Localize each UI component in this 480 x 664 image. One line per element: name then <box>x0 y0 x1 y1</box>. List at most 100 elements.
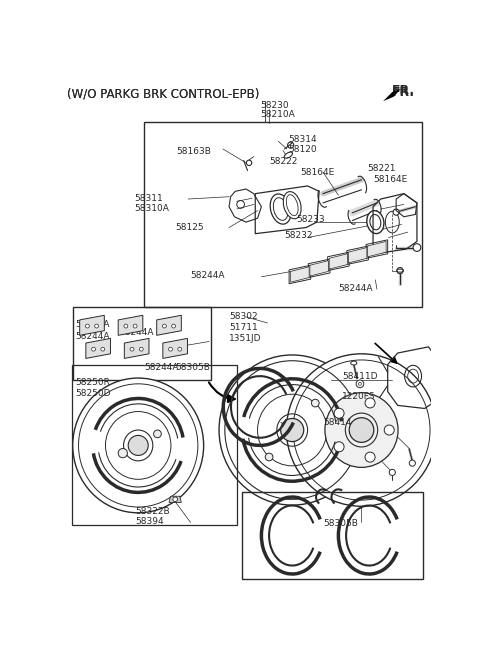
Text: 58411D: 58411D <box>342 373 378 381</box>
Circle shape <box>281 418 304 442</box>
Ellipse shape <box>270 194 291 224</box>
Circle shape <box>95 324 98 328</box>
Circle shape <box>313 266 317 270</box>
Ellipse shape <box>73 378 204 513</box>
Circle shape <box>365 452 375 462</box>
Polygon shape <box>169 496 181 503</box>
Bar <box>73 307 211 380</box>
Text: 58394: 58394 <box>135 517 164 526</box>
Text: 58305B: 58305B <box>175 363 210 372</box>
Text: 1351JD: 1351JD <box>229 334 262 343</box>
Polygon shape <box>156 315 181 335</box>
Circle shape <box>321 266 325 270</box>
Circle shape <box>294 272 298 276</box>
Text: 58221: 58221 <box>368 165 396 173</box>
Text: 58244A: 58244A <box>144 363 179 372</box>
Circle shape <box>352 253 356 257</box>
Text: 58233: 58233 <box>296 215 324 224</box>
Bar <box>242 491 423 578</box>
Text: 58120: 58120 <box>288 145 317 154</box>
Ellipse shape <box>325 392 398 467</box>
Text: 58414: 58414 <box>323 418 351 428</box>
Circle shape <box>312 399 319 407</box>
Polygon shape <box>124 339 149 359</box>
Circle shape <box>334 408 344 418</box>
Text: 58250D: 58250D <box>75 389 110 398</box>
Circle shape <box>393 209 399 215</box>
Circle shape <box>265 453 273 461</box>
Text: 58302: 58302 <box>229 312 258 321</box>
Text: FR.: FR. <box>392 86 415 99</box>
Circle shape <box>384 425 394 435</box>
Ellipse shape <box>283 192 301 218</box>
Text: 58250R: 58250R <box>75 378 110 387</box>
Polygon shape <box>368 242 386 257</box>
Text: 58322B: 58322B <box>135 507 170 516</box>
Circle shape <box>379 247 383 251</box>
Circle shape <box>371 247 375 251</box>
Polygon shape <box>86 339 110 359</box>
Text: 58222: 58222 <box>269 157 298 166</box>
Text: 58310A: 58310A <box>134 204 169 212</box>
Circle shape <box>389 469 396 475</box>
Circle shape <box>397 268 403 274</box>
Circle shape <box>173 497 178 501</box>
Text: 58314: 58314 <box>288 135 317 144</box>
Text: 58230: 58230 <box>260 101 288 110</box>
Circle shape <box>172 324 176 328</box>
Circle shape <box>302 272 306 276</box>
Circle shape <box>124 324 128 328</box>
Circle shape <box>85 324 89 328</box>
Circle shape <box>349 418 374 442</box>
Polygon shape <box>163 339 188 359</box>
Circle shape <box>409 460 415 466</box>
Polygon shape <box>383 89 401 101</box>
Polygon shape <box>291 267 309 282</box>
Circle shape <box>133 324 137 328</box>
Circle shape <box>413 244 421 252</box>
Bar <box>144 122 421 307</box>
Text: 58164E: 58164E <box>373 175 408 184</box>
Circle shape <box>92 347 96 351</box>
Circle shape <box>340 260 344 264</box>
Ellipse shape <box>219 355 365 505</box>
Text: 58125: 58125 <box>175 223 204 232</box>
Circle shape <box>154 430 161 438</box>
Text: (W/O PARKG BRK CONTROL-EPB): (W/O PARKG BRK CONTROL-EPB) <box>67 88 260 100</box>
Circle shape <box>334 442 344 452</box>
Circle shape <box>360 253 363 257</box>
Text: 58311: 58311 <box>134 194 163 203</box>
Circle shape <box>168 347 172 351</box>
Ellipse shape <box>367 210 384 234</box>
Circle shape <box>162 324 166 328</box>
Text: 58244A: 58244A <box>75 332 109 341</box>
Text: 1220FS: 1220FS <box>342 392 376 400</box>
Text: 58305B: 58305B <box>323 519 358 528</box>
Ellipse shape <box>351 361 357 365</box>
Text: 58164E: 58164E <box>300 168 334 177</box>
Text: 58244A: 58244A <box>119 329 154 337</box>
Circle shape <box>118 448 127 457</box>
Text: 58163B: 58163B <box>177 147 212 157</box>
Text: 58210A: 58210A <box>260 110 295 120</box>
Text: (W/O PARKG BRK CONTROL-EPB): (W/O PARKG BRK CONTROL-EPB) <box>67 88 260 100</box>
Text: FR.: FR. <box>392 84 415 98</box>
Circle shape <box>365 398 375 408</box>
Circle shape <box>101 347 105 351</box>
Polygon shape <box>310 261 328 276</box>
Circle shape <box>178 347 182 351</box>
Text: 58244A: 58244A <box>338 284 373 293</box>
Ellipse shape <box>287 354 437 506</box>
Circle shape <box>128 436 148 456</box>
Text: 58244A: 58244A <box>75 320 109 329</box>
Text: 51711: 51711 <box>229 323 258 332</box>
Polygon shape <box>80 315 104 335</box>
Circle shape <box>333 260 336 264</box>
Polygon shape <box>329 254 348 269</box>
Circle shape <box>139 347 143 351</box>
Text: 58244A: 58244A <box>191 271 225 280</box>
Polygon shape <box>348 248 367 263</box>
Circle shape <box>130 347 134 351</box>
Circle shape <box>356 380 364 388</box>
Text: 58232: 58232 <box>285 230 313 240</box>
